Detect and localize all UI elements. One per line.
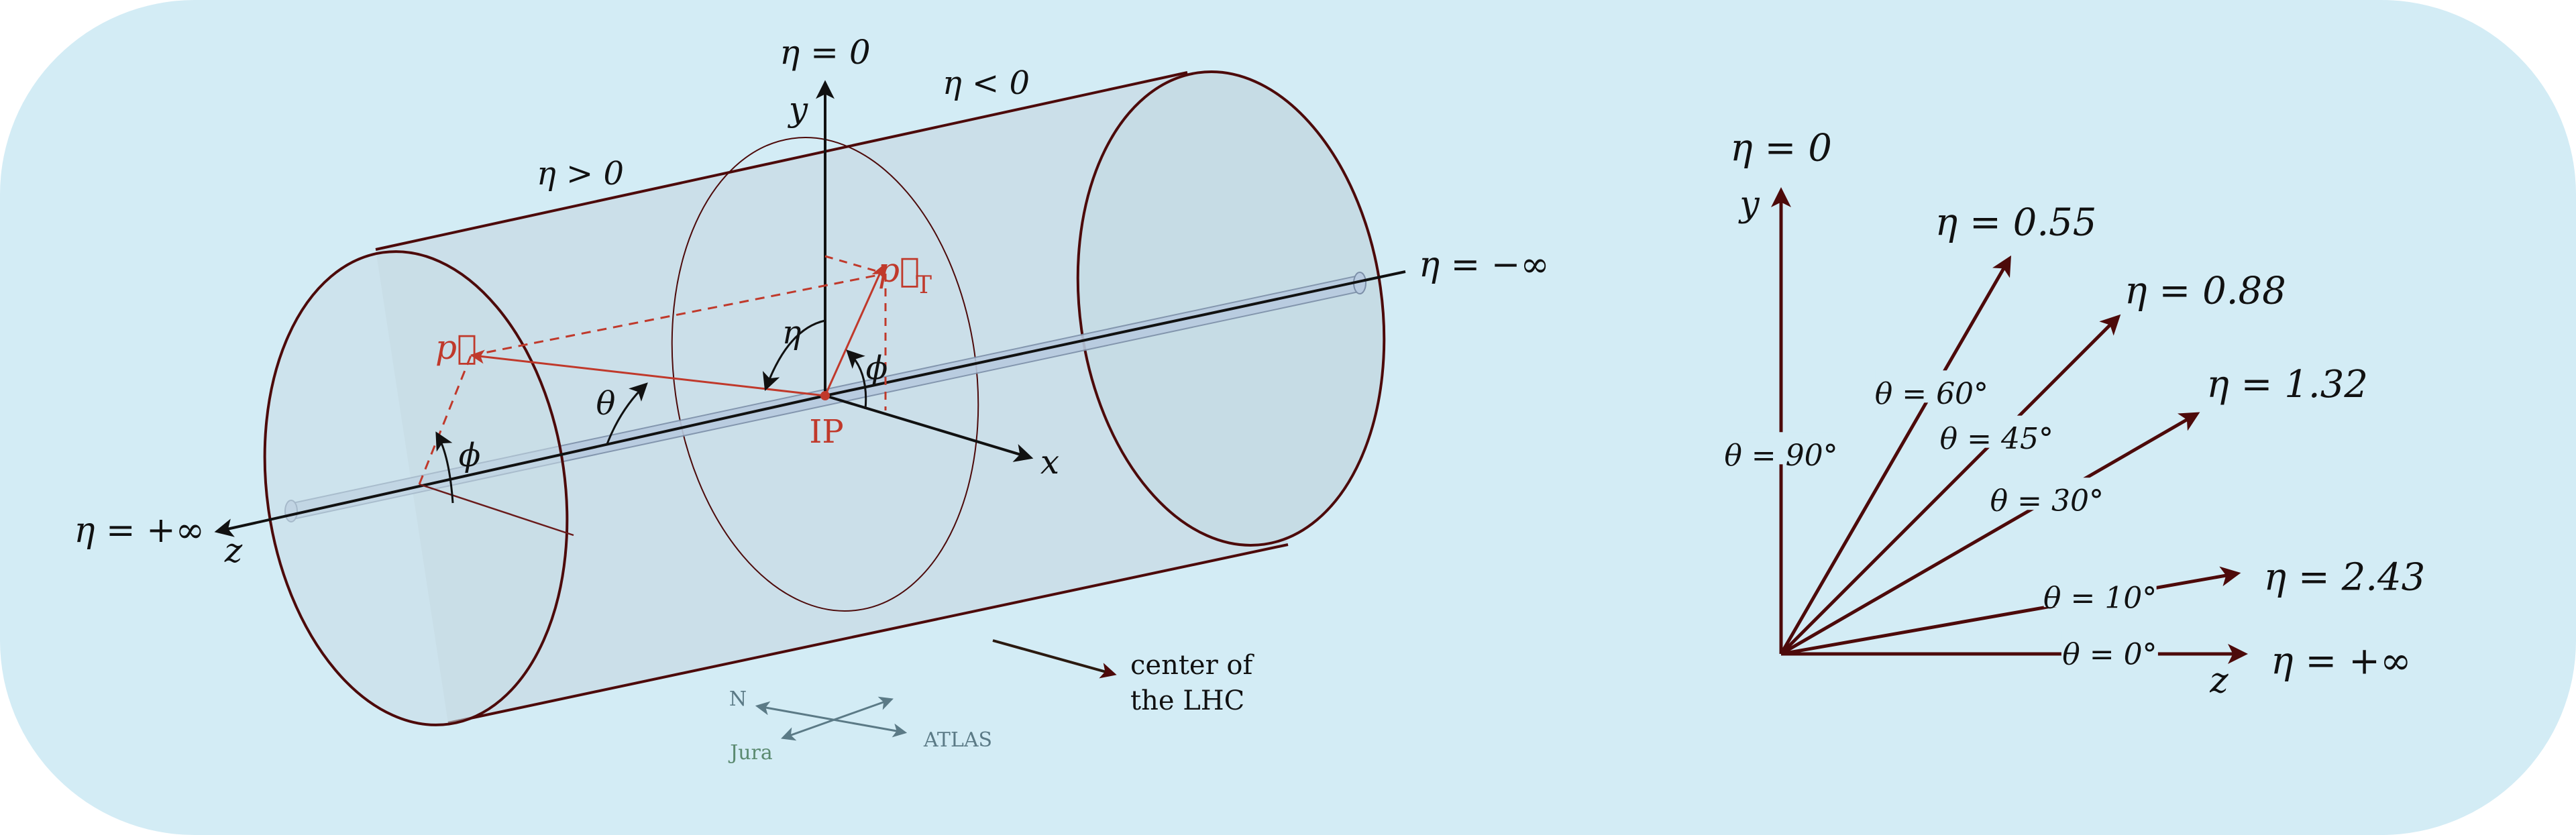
compass-jura-arrow: [781, 696, 894, 741]
theta-label: θ: [596, 385, 616, 423]
phi-angle-arc-far: [846, 349, 867, 410]
interaction-point-label: IP: [809, 413, 843, 451]
theta-label-bg-90: [1725, 432, 1837, 465]
compass: N Jura ATLAS: [728, 687, 992, 765]
transverse-momentum-subscript: T: [916, 272, 932, 299]
theta-label-10: θ = 10°: [2043, 581, 2157, 616]
transverse-momentum-vector: [824, 264, 885, 396]
interaction-point-dot: [820, 391, 830, 400]
phi-near-label: ϕ: [459, 437, 481, 474]
phi-angle-arc-near: [435, 431, 454, 504]
x-axis-label: x: [1040, 443, 1059, 482]
lhc-center-arrow: [992, 639, 1117, 679]
pt-top-dashed: [824, 255, 886, 275]
theta-label-bg-0: [2061, 631, 2158, 663]
z-axis-arrow: [214, 394, 826, 537]
eta-zero-label: η = 0: [780, 33, 870, 72]
theta-label-90: θ = 90°: [1724, 439, 1837, 473]
cylinder-bottom-edge: [447, 543, 1289, 724]
transverse-plane: [671, 137, 979, 612]
ray-theta-30: [1780, 412, 2200, 656]
theta-label-bg-30: [1990, 478, 2104, 510]
eta-negative-label: η < 0: [943, 64, 1030, 102]
detector-diagram: η = 0 η < 0 η > 0 η = −∞ η = +∞ y x z p⃗…: [74, 33, 1549, 765]
eta-label-30: η = 1.32: [2206, 363, 2368, 406]
rapidity-z-axis-label: z: [2209, 661, 2229, 701]
beam-axis-far: [824, 270, 1406, 397]
y-axis-label: y: [788, 90, 808, 129]
eta-angle-label: η: [782, 314, 802, 351]
eta-minus-infinity-label: η = −∞: [1419, 245, 1550, 285]
eta-label-60: η = 0.55: [1935, 201, 2097, 245]
eta-positive-label: η > 0: [537, 155, 624, 192]
theta-label-60: θ = 60°: [1875, 377, 1988, 411]
ray-theta-10: [1780, 566, 2241, 656]
momentum-label: p⃗: [435, 328, 477, 367]
eta-label-90: η = 0: [1730, 127, 1832, 170]
lhc-center-label-line2: the LHC: [1130, 685, 1244, 716]
x-axis-arrow: [824, 394, 1034, 462]
theta-label-bg-10: [2043, 575, 2157, 608]
compass-atlas-label: ATLAS: [923, 728, 992, 752]
p-parallel-dashed: [470, 272, 886, 357]
ray-theta-60: [1779, 255, 2011, 655]
eta-label-10: η = 2.43: [2264, 556, 2426, 600]
eta-label-45: η = 0.88: [2125, 269, 2286, 313]
theta-label-bg-60: [1875, 370, 1988, 403]
theta-label-bg-45: [1940, 415, 2053, 448]
rapidity-diagram: θ = 90° η = 0 θ = 60° η = 0.55 θ = 45° η = 0.…: [1724, 127, 2425, 702]
p-projection-dashed: [418, 355, 472, 485]
theta-label-45: θ = 45°: [1940, 422, 2053, 456]
lhc-center-label-line1: center of: [1130, 650, 1255, 681]
rapidity-y-axis-label: y: [1738, 184, 1760, 225]
z-axis-label: z: [224, 531, 243, 570]
theta-angle-arc: [606, 382, 648, 445]
eta-plus-infinity-label: η = +∞: [74, 510, 205, 551]
phi-far-label: ϕ: [866, 349, 888, 387]
compass-n-label: N: [729, 687, 747, 711]
phi-reference-line: [419, 483, 574, 537]
theta-label-30: θ = 30°: [1990, 484, 2104, 518]
transverse-momentum-label: p⃗: [878, 251, 920, 290]
cylinder-top-edge: [375, 71, 1188, 251]
compass-jura-label: Jura: [728, 741, 773, 765]
ray-theta-45: [1780, 314, 2121, 655]
theta-label-0: θ = 0°: [2062, 638, 2157, 672]
eta-label-0: η = +∞: [2271, 640, 2412, 683]
eta-angle-arc: [762, 319, 826, 392]
